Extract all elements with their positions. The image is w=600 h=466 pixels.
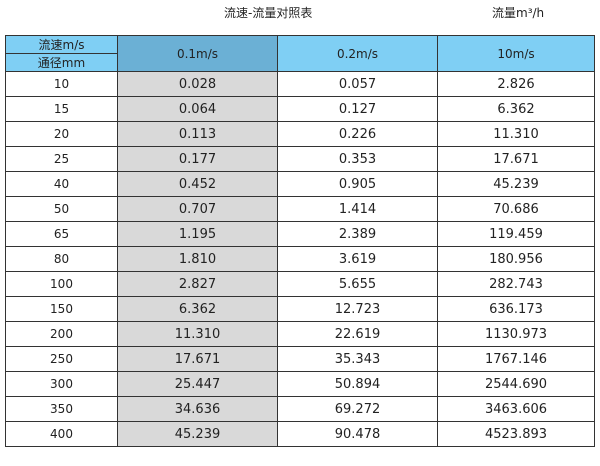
diameter-cell: 20: [5, 121, 118, 147]
flow-cell: 70.686: [437, 196, 595, 222]
diameter-cell: 300: [5, 371, 118, 397]
flow-cell: 11.310: [437, 121, 595, 147]
flow-cell: 1.414: [277, 196, 438, 222]
flow-cell: 34.636: [117, 396, 278, 422]
flow-cell: 180.956: [437, 246, 595, 272]
flow-cell: 35.343: [277, 346, 438, 372]
column-header: 10m/s: [437, 35, 595, 72]
table-row: 20 0.113 0.226 11.310: [5, 121, 595, 147]
diameter-cell: 50: [5, 196, 118, 222]
flow-cell: 2544.690: [437, 371, 595, 397]
flow-cell: 0.064: [117, 96, 278, 122]
diameter-cell: 65: [5, 221, 118, 247]
flow-cell: 1.810: [117, 246, 278, 272]
table-row: 15 0.064 0.127 6.362: [5, 96, 595, 122]
table-row: 150 6.362 12.723 636.173: [5, 296, 595, 322]
flow-cell: 3463.606: [437, 396, 595, 422]
diameter-cell: 200: [5, 321, 118, 347]
diameter-cell: 250: [5, 346, 118, 372]
table-row: 250 17.671 35.343 1767.146: [5, 346, 595, 372]
flow-cell: 0.113: [117, 121, 278, 147]
table-row: 300 25.447 50.894 2544.690: [5, 371, 595, 397]
table-row: 350 34.636 69.272 3463.606: [5, 396, 595, 422]
flow-table: 流速m/s 0.1m/s 0.2m/s 10m/s 通径mm 10 0.028 0.…: [5, 35, 595, 447]
flow-cell: 4523.893: [437, 421, 595, 447]
diameter-cell: 15: [5, 96, 118, 122]
table-row: 40 0.452 0.905 45.239: [5, 171, 595, 197]
flow-cell: 0.905: [277, 171, 438, 197]
flow-cell: 282.743: [437, 271, 595, 297]
flow-cell: 69.272: [277, 396, 438, 422]
flow-cell: 90.478: [277, 421, 438, 447]
flow-cell: 3.619: [277, 246, 438, 272]
flow-cell: 2.826: [437, 71, 595, 97]
diameter-cell: 400: [5, 421, 118, 447]
flow-cell: 0.057: [277, 71, 438, 97]
flow-cell: 0.028: [117, 71, 278, 97]
column-header: 0.2m/s: [277, 35, 438, 72]
diameter-cell: 80: [5, 246, 118, 272]
flow-cell: 2.827: [117, 271, 278, 297]
table-title: 流速-流量对照表: [224, 6, 313, 20]
flow-cell: 2.389: [277, 221, 438, 247]
table-row: 65 1.195 2.389 119.459: [5, 221, 595, 247]
flow-cell: 0.353: [277, 146, 438, 172]
column-header: 0.1m/s: [117, 35, 278, 72]
flow-cell: 25.447: [117, 371, 278, 397]
diameter-cell: 150: [5, 296, 118, 322]
table-row: 100 2.827 5.655 282.743: [5, 271, 595, 297]
corner-velocity-header: 流速m/s: [5, 35, 118, 54]
diameter-cell: 25: [5, 146, 118, 172]
flow-cell: 22.619: [277, 321, 438, 347]
table-row: 25 0.177 0.353 17.671: [5, 146, 595, 172]
table-row: 200 11.310 22.619 1130.973: [5, 321, 595, 347]
flow-cell: 0.226: [277, 121, 438, 147]
flow-cell: 1.195: [117, 221, 278, 247]
flow-cell: 0.127: [277, 96, 438, 122]
flow-cell: 17.671: [117, 346, 278, 372]
flow-cell: 1130.973: [437, 321, 595, 347]
diameter-cell: 40: [5, 171, 118, 197]
flow-cell: 50.894: [277, 371, 438, 397]
flow-cell: 6.362: [437, 96, 595, 122]
diameter-cell: 10: [5, 71, 118, 97]
unit-label: 流量m³/h: [492, 6, 545, 20]
flow-cell: 119.459: [437, 221, 595, 247]
flow-cell: 1767.146: [437, 346, 595, 372]
flow-cell: 11.310: [117, 321, 278, 347]
table-row: 80 1.810 3.619 180.956: [5, 246, 595, 272]
table-row: 400 45.239 90.478 4523.893: [5, 421, 595, 447]
flow-cell: 45.239: [437, 171, 595, 197]
flow-cell: 17.671: [437, 146, 595, 172]
flow-cell: 0.452: [117, 171, 278, 197]
flow-cell: 5.655: [277, 271, 438, 297]
flow-cell: 45.239: [117, 421, 278, 447]
flow-cell: 0.177: [117, 146, 278, 172]
flow-cell: 12.723: [277, 296, 438, 322]
diameter-cell: 100: [5, 271, 118, 297]
flow-cell: 0.707: [117, 196, 278, 222]
corner-diameter-header: 通径mm: [5, 53, 118, 72]
table-row: 10 0.028 0.057 2.826: [5, 71, 595, 97]
flow-cell: 636.173: [437, 296, 595, 322]
table-row: 50 0.707 1.414 70.686: [5, 196, 595, 222]
flow-cell: 6.362: [117, 296, 278, 322]
diameter-cell: 350: [5, 396, 118, 422]
